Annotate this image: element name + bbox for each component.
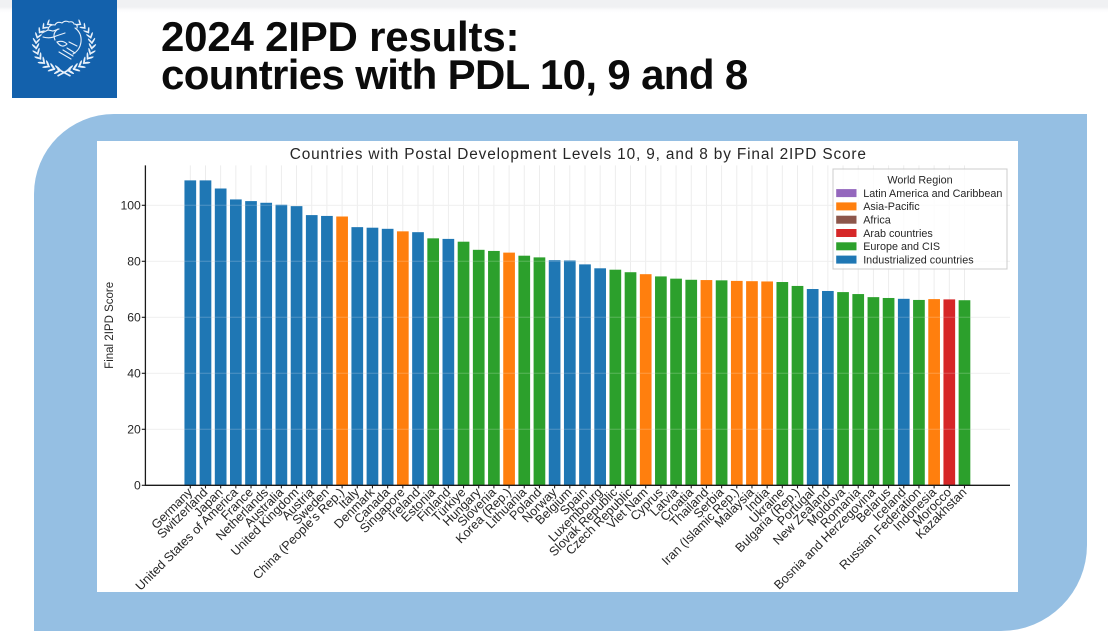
svg-text:Africa: Africa <box>863 215 891 227</box>
svg-text:Europe and CIS: Europe and CIS <box>863 241 940 253</box>
svg-text:Asia-Pacific: Asia-Pacific <box>863 201 920 213</box>
svg-text:World Region: World Region <box>887 175 952 187</box>
svg-text:40: 40 <box>127 367 141 381</box>
svg-text:Countries with Postal Developm: Countries with Postal Development Levels… <box>290 146 867 163</box>
svg-text:60: 60 <box>127 311 141 325</box>
svg-text:Latin America and Caribbean: Latin America and Caribbean <box>863 188 1002 200</box>
svg-text:Arab countries: Arab countries <box>863 228 933 240</box>
svg-text:100: 100 <box>120 199 141 213</box>
svg-text:0: 0 <box>134 479 141 493</box>
svg-text:Industrialized countries: Industrialized countries <box>863 254 974 266</box>
svg-text:Final 2IPD Score: Final 2IPD Score <box>104 282 116 369</box>
svg-text:20: 20 <box>127 423 141 437</box>
svg-text:80: 80 <box>127 255 141 269</box>
